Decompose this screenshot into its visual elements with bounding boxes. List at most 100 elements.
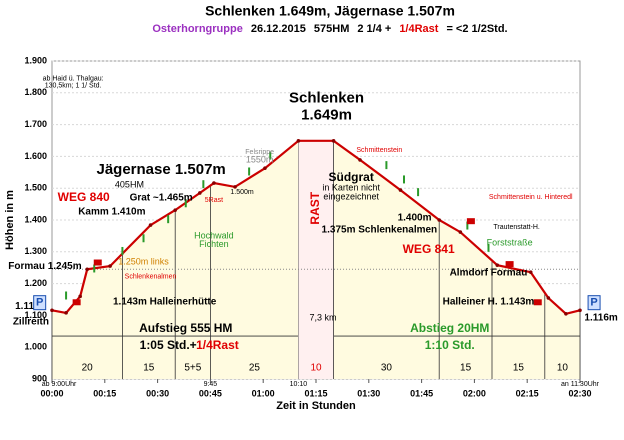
waypoint	[263, 166, 267, 170]
waypoint	[528, 270, 533, 274]
x-tick-label: 00:15	[93, 388, 116, 398]
annotation: 1/4Rast	[196, 338, 239, 352]
annotation: Abstieg 20HM	[410, 321, 489, 335]
y-tick-label: 1.000	[24, 342, 47, 352]
waypoint	[50, 308, 54, 313]
waypoint	[85, 267, 89, 272]
x-axis-label: Zeit in Stunden	[276, 400, 356, 412]
annotation: ab Haid ü. Thalgau:	[43, 75, 104, 82]
annotation: 1:10 Std.	[425, 338, 475, 352]
y-axis-label: Höhen in m	[4, 190, 16, 250]
annotation: 1.400m	[398, 213, 432, 224]
annotation: 1550m	[246, 155, 274, 165]
hut-icon	[533, 299, 542, 306]
waypoint	[233, 185, 237, 189]
annotation: Halleiner H. 1.143m	[443, 297, 535, 308]
annotation: 1.375m Schlenkenalmen	[322, 224, 438, 235]
annotation: 1.143m Halleinerhütte	[113, 297, 217, 308]
x-tick-label: 01:45	[410, 388, 433, 398]
waypoint	[212, 181, 216, 185]
subtitle-part: Osterhorngruppe	[152, 23, 242, 35]
subtitle-part: 1/4Rast	[399, 23, 438, 35]
annotation: Aufstieg 555 HM	[139, 321, 232, 335]
segment-label: 5+5	[184, 363, 201, 374]
annotation: P	[36, 297, 43, 309]
y-tick-label: 1.400	[24, 214, 47, 224]
subtitle-part: 26.12.2015	[251, 23, 306, 35]
segment-label: 10	[557, 363, 569, 374]
annotation: WEG 841	[403, 242, 455, 256]
annotation: Trautenstatt-H.	[493, 224, 539, 231]
y-tick-label: 1.200	[24, 278, 47, 288]
y-tick-label: 1.700	[24, 119, 47, 129]
annotation: Schlenken	[289, 89, 364, 106]
waypoint	[198, 191, 202, 195]
waypoint	[564, 312, 568, 316]
subtitle-part: 2 1/4 +	[357, 23, 391, 35]
chart-title: Schlenken 1.649m, Jägernase 1.507m	[205, 3, 455, 19]
annotation: ab 9:00Uhr	[42, 381, 77, 388]
annotation: Zillreith	[13, 317, 49, 328]
annotation: 7,3 km	[310, 312, 337, 322]
waypoint	[296, 139, 301, 143]
x-tick-label: 02:30	[568, 388, 591, 398]
annotation: 1:05 Std.+	[140, 338, 197, 352]
parking-icon	[587, 295, 601, 311]
annotation: Schmittenstein u. Hinteredl	[489, 194, 573, 201]
x-tick-label: 01:30	[357, 388, 380, 398]
annotation: P	[590, 297, 597, 309]
segment-label: 15	[143, 363, 155, 374]
annotation: Almdorf Formau	[450, 268, 528, 279]
chart-subtitle: Osterhorngruppe 26.12.2015 575HM 2 1/4 + 1/4…	[152, 23, 507, 35]
segment-label: 30	[381, 363, 393, 374]
y-tick-label: 900	[32, 373, 47, 383]
waypoint	[331, 139, 336, 143]
x-tick-label: 00:00	[40, 388, 63, 398]
annotation: 5Rast	[205, 197, 223, 204]
annotation: an 11:30Uhr	[561, 381, 600, 388]
y-tick-label: 1.100	[24, 310, 47, 320]
hut-icon	[93, 259, 102, 266]
annotation: Forststraße	[487, 237, 533, 247]
y-tick-label: 1.900	[24, 55, 47, 65]
annotation: Hochwald	[194, 230, 234, 240]
annotation: eingezeichnet	[323, 191, 379, 201]
profile-line	[51, 139, 581, 316]
y-tick-label: 1.800	[24, 87, 47, 97]
annotation: Felsrippe	[245, 149, 274, 156]
annotation: Kamm 1.410m	[78, 207, 145, 218]
y-tick-label: 1.600	[24, 151, 47, 161]
annotation: 1.500m	[230, 189, 254, 196]
parking-icon	[33, 295, 47, 311]
waypoint	[398, 188, 403, 192]
annotation: 130,5km; 1 1/ Std.	[45, 83, 102, 90]
segment-label: 15	[513, 363, 525, 374]
x-tick-label: 02:15	[516, 388, 539, 398]
annotation: 10:10	[290, 381, 308, 388]
annotation: RAST	[308, 191, 322, 224]
subtitle-part: 575HM	[314, 23, 349, 35]
x-tick-label: 01:15	[304, 388, 327, 398]
segment-label: 25	[249, 363, 261, 374]
waypoint	[546, 296, 551, 300]
y-tick-label: 1.500	[24, 183, 47, 193]
annotation: in Karten nicht	[322, 183, 380, 193]
waypoint	[173, 208, 177, 212]
annotation: Schmittenstein	[356, 147, 402, 154]
annotation: 9:45	[204, 381, 218, 388]
annotation: 1.649m	[301, 107, 352, 124]
annotation: Jägernase 1.507m	[96, 161, 225, 178]
annotation: 405HM	[115, 179, 144, 189]
annotation: Grat ~1.465m	[130, 193, 193, 204]
rest-band	[298, 140, 334, 379]
segment-label: 15	[460, 363, 472, 374]
segment-label: 20	[82, 363, 94, 374]
x-tick-label: 02:00	[463, 388, 486, 398]
waypoint	[578, 308, 582, 313]
waypoint	[148, 223, 153, 227]
waypoint	[495, 263, 500, 267]
waypoint	[78, 294, 82, 299]
hut-icon	[505, 261, 514, 268]
x-tick-label: 00:30	[146, 388, 169, 398]
